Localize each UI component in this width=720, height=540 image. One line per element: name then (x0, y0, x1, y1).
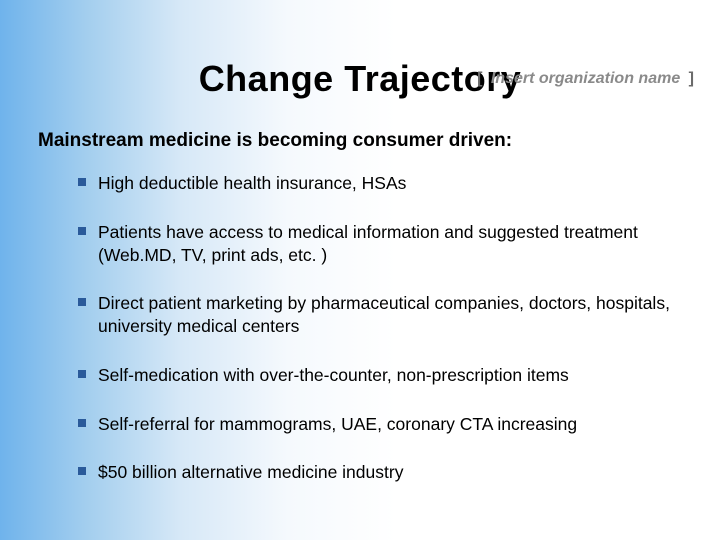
bullet-text: Self-medication with over-the-counter, n… (98, 364, 680, 387)
bullet-icon (78, 298, 86, 306)
bullet-text: Patients have access to medical informat… (98, 221, 680, 267)
list-item: Self-referral for mammograms, UAE, coron… (78, 413, 680, 436)
bullet-icon (78, 370, 86, 378)
bullet-icon (78, 178, 86, 186)
slide-subtitle: Mainstream medicine is becoming consumer… (38, 130, 720, 152)
org-name-placeholder: [ Insert organization name ] (473, 70, 698, 88)
list-item: Self-medication with over-the-counter, n… (78, 364, 680, 387)
bullet-text: Self-referral for mammograms, UAE, coron… (98, 413, 680, 436)
bullet-icon (78, 467, 86, 475)
list-item: $50 billion alternative medicine industr… (78, 461, 680, 484)
bullet-text: High deductible health insurance, HSAs (98, 172, 680, 195)
bullet-text: Direct patient marketing by pharmaceutic… (98, 292, 680, 338)
bullet-icon (78, 419, 86, 427)
bullet-icon (78, 227, 86, 235)
list-item: Direct patient marketing by pharmaceutic… (78, 292, 680, 338)
bracket-left: [ (477, 70, 482, 87)
bracket-right: ] (689, 70, 694, 87)
bullet-list: High deductible health insurance, HSAs P… (78, 172, 680, 484)
org-name-text: Insert organization name (491, 70, 680, 87)
bullet-text: $50 billion alternative medicine industr… (98, 461, 680, 484)
list-item: High deductible health insurance, HSAs (78, 172, 680, 195)
list-item: Patients have access to medical informat… (78, 221, 680, 267)
